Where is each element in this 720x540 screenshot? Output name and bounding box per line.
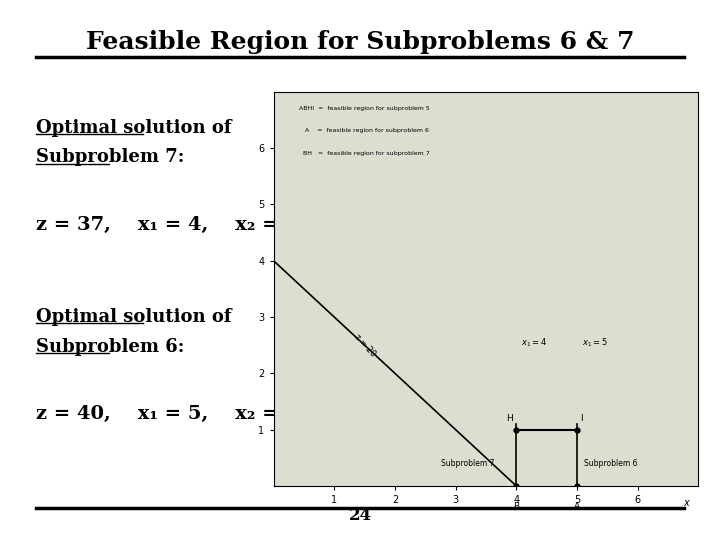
Text: Optimal solution of: Optimal solution of [36,308,232,326]
Text: BH   =  feasible region for subproblem 7: BH = feasible region for subproblem 7 [299,151,430,156]
Text: $x_1 = 5$: $x_1 = 5$ [582,336,608,349]
Text: z = 37,    x₁ = 4,    x₂ = 1: z = 37, x₁ = 4, x₂ = 1 [36,216,299,234]
Text: A    =  feasible region for subproblem 6: A = feasible region for subproblem 6 [299,129,429,133]
Text: Optimal solution of: Optimal solution of [36,119,232,137]
Text: Feasible Region for Subproblems 6 & 7: Feasible Region for Subproblems 6 & 7 [86,30,634,53]
Text: $x_1 = 4$: $x_1 = 4$ [521,336,547,349]
Text: Subproblem 6: Subproblem 6 [584,460,637,468]
Text: z = 20: z = 20 [352,332,377,359]
Text: Subproblem 7: Subproblem 7 [441,460,495,468]
Text: Subproblem 6:: Subproblem 6: [36,338,184,355]
Text: I: I [580,414,582,423]
Text: ABHI  =  feasible region for subproblem 5: ABHI = feasible region for subproblem 5 [299,106,430,111]
Text: z = 40,    x₁ = 5,    x₂ = 0: z = 40, x₁ = 5, x₂ = 0 [36,405,299,423]
Text: A: A [574,502,580,510]
Text: Subproblem 7:: Subproblem 7: [36,148,184,166]
Text: x: x [683,498,689,508]
Text: B: B [513,502,519,510]
Text: 24: 24 [348,507,372,524]
Text: H: H [505,414,513,423]
